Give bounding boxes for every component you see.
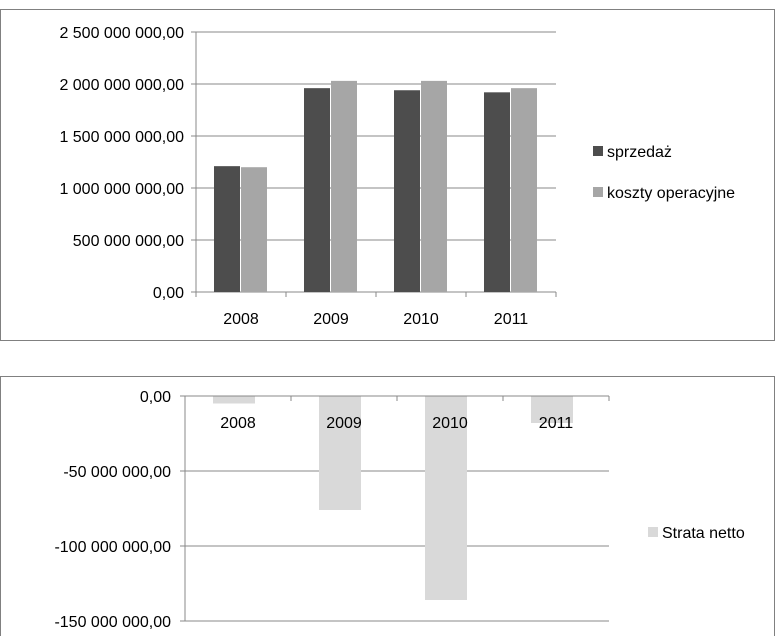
legend-label: Strata netto bbox=[662, 525, 745, 542]
bar-sprzedaż-2009 bbox=[304, 88, 330, 292]
bar-strata-netto-2008 bbox=[213, 396, 255, 404]
net-loss-bar-chart: 0,00 -50 000 000,00 -100 000 000,00 -150 00… bbox=[54, 389, 745, 631]
chart-panel-sales-costs: 0,00 500 000 000,00 1 000 000 000,00 1 500 … bbox=[0, 9, 775, 341]
x-tick-label: 2008 bbox=[220, 415, 256, 432]
y-tick-label: -100 000 000,00 bbox=[54, 539, 171, 556]
y-tick-label: 2 500 000 000,00 bbox=[59, 25, 184, 42]
legend-swatch bbox=[593, 146, 603, 156]
x-tick-label: 2008 bbox=[223, 311, 259, 328]
legend-label: koszty operacyjne bbox=[607, 185, 735, 202]
y-tick-label: 1 500 000 000,00 bbox=[59, 129, 184, 146]
x-tick-label: 2011 bbox=[539, 415, 574, 432]
y-tick-label: 0,00 bbox=[153, 285, 184, 302]
y-tick-label: 2 000 000 000,00 bbox=[59, 77, 184, 94]
y-tick-label: 500 000 000,00 bbox=[73, 233, 184, 250]
bar-koszty-operacyjne-2010 bbox=[421, 80, 447, 292]
bar-koszty-operacyjne-2008 bbox=[241, 167, 267, 292]
bar-sprzedaż-2010 bbox=[394, 90, 420, 293]
y-tick-label: 0,00 bbox=[140, 389, 171, 406]
legend-swatch bbox=[593, 187, 603, 197]
y-tick-label: -150 000 000,00 bbox=[54, 614, 171, 631]
x-tick-label: 2011 bbox=[494, 311, 529, 328]
bar-sprzedaż-2011 bbox=[484, 92, 510, 292]
x-tick-label: 2009 bbox=[313, 311, 349, 328]
chart-panel-net-loss: 0,00 -50 000 000,00 -100 000 000,00 -150 00… bbox=[0, 376, 775, 636]
sales-costs-bar-chart: 0,00 500 000 000,00 1 000 000 000,00 1 500 … bbox=[59, 25, 735, 328]
bar-strata-netto-2009 bbox=[319, 396, 361, 510]
bar-koszty-operacyjne-2009 bbox=[331, 80, 357, 292]
legend-label: sprzedaż bbox=[607, 144, 672, 161]
x-tick-label: 2009 bbox=[326, 415, 362, 432]
bar-koszty-operacyjne-2011 bbox=[511, 88, 537, 292]
y-tick-label: -50 000 000,00 bbox=[63, 464, 171, 481]
x-tick-label: 2010 bbox=[403, 311, 439, 328]
bar-sprzedaż-2008 bbox=[214, 166, 240, 292]
bar-strata-netto-2011 bbox=[531, 396, 573, 423]
legend-swatch bbox=[648, 527, 658, 537]
bar-strata-netto-2010 bbox=[425, 396, 467, 600]
y-tick-label: 1 000 000 000,00 bbox=[59, 181, 184, 198]
x-tick-label: 2010 bbox=[432, 415, 468, 432]
